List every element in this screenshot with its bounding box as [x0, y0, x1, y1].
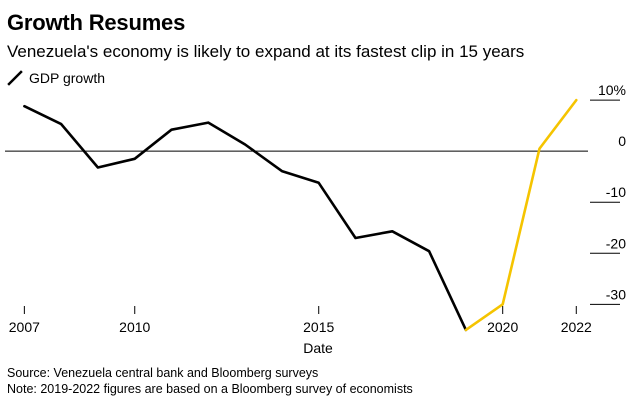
source-note: Source: Venezuela central bank and Bloom… — [7, 366, 319, 380]
y-tick-label-2: -10 — [606, 184, 626, 200]
y-tick-label-0: 10% — [598, 82, 626, 98]
x-tick-label-0: 2007 — [9, 319, 40, 335]
x-ticks: 2007 2010 2015 2020 2022 — [9, 306, 592, 335]
footnote: Note: 2019-2022 figures are based on a B… — [7, 382, 413, 396]
chart-title: Growth Resumes — [7, 10, 186, 35]
x-tick-label-1: 2010 — [119, 319, 150, 335]
y-tick-label-1: 0 — [618, 133, 626, 149]
x-tick-label-2: 2015 — [303, 319, 334, 335]
y-tick-labels: 10% 0 -10 -20 -30 — [598, 82, 626, 302]
legend-line-swatch-icon — [7, 70, 23, 86]
x-axis-title: Date — [303, 340, 333, 356]
x-tick-label-4: 2022 — [561, 319, 592, 335]
chart-subtitle: Venezuela's economy is likely to expand … — [7, 42, 525, 61]
legend-label: GDP growth — [29, 70, 105, 86]
series-line-actual — [23, 104, 468, 332]
series-line-forecast — [464, 98, 578, 332]
series-group — [23, 98, 578, 332]
y-tick-label-4: -30 — [606, 286, 626, 302]
y-tick-label-3: -20 — [606, 235, 626, 251]
x-tick-label-3: 2020 — [487, 319, 518, 335]
y-gridlines — [590, 99, 620, 305]
legend: GDP growth — [7, 69, 105, 87]
